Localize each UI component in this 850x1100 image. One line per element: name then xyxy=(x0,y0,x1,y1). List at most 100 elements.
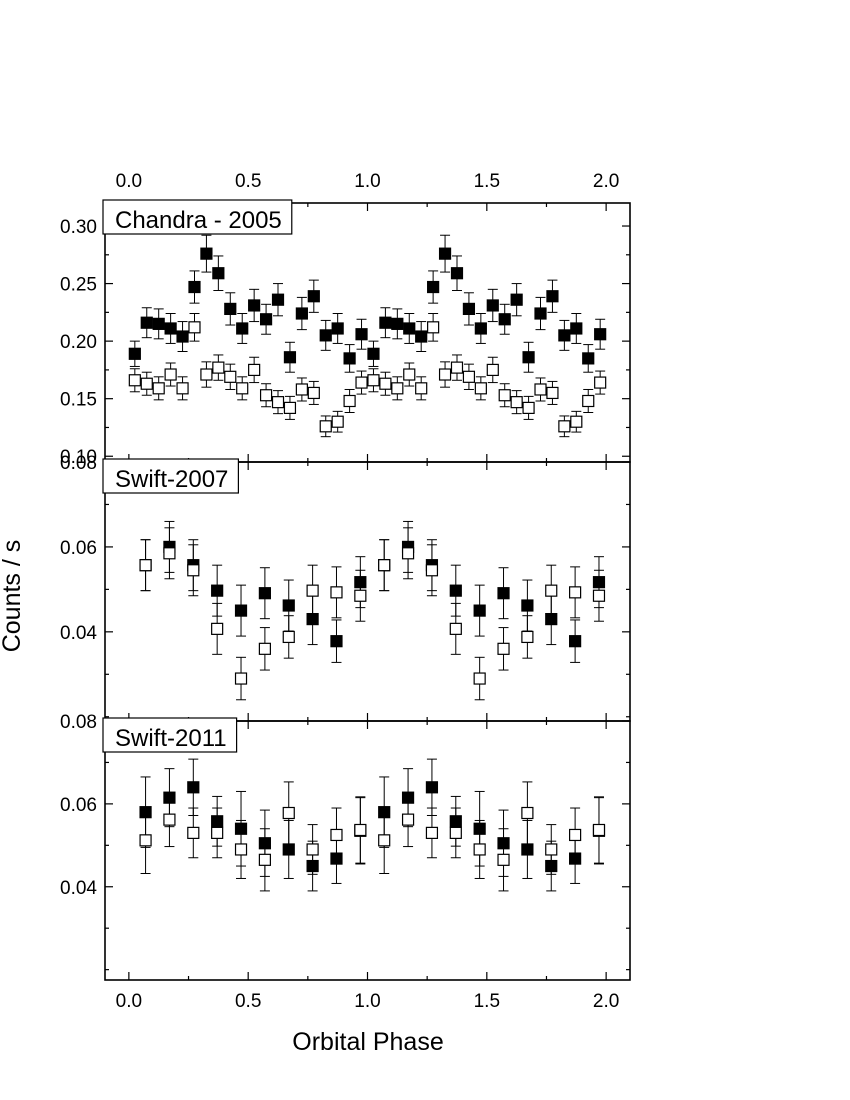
data-point-open xyxy=(354,589,367,602)
data-point-open xyxy=(498,389,511,402)
data-point-open xyxy=(462,370,476,383)
data-point-open xyxy=(188,321,201,334)
data-point-filled xyxy=(425,781,439,794)
panel-label: Chandra - 2005 xyxy=(115,207,282,234)
data-point-filled xyxy=(497,587,510,600)
data-point-open xyxy=(569,828,582,842)
data-point-filled xyxy=(569,635,582,648)
data-point-open xyxy=(401,813,415,826)
data-point-open xyxy=(449,622,462,635)
top-x-tick-label: 2.0 xyxy=(593,171,619,192)
data-point-open xyxy=(569,586,582,599)
data-point-filled xyxy=(355,328,368,341)
data-point-open xyxy=(283,401,297,414)
data-point-open xyxy=(497,642,510,655)
data-point-filled xyxy=(236,322,249,335)
data-point-filled xyxy=(282,843,295,856)
panel-label-box xyxy=(102,199,293,235)
data-point-open xyxy=(367,374,380,387)
data-point-filled xyxy=(343,352,356,365)
data-point-open xyxy=(378,559,391,572)
data-point-filled xyxy=(510,293,523,306)
panel-chandra-2005: 0.10 0.15 0.20 0.25 0.30 Chandra - 2005 xyxy=(60,199,631,468)
data-point-open xyxy=(473,672,486,685)
data-point-open xyxy=(187,564,200,577)
data-point-filled xyxy=(188,280,201,294)
y-tick-label: 0.08 xyxy=(60,712,97,733)
y-tick-label: 0.10 xyxy=(60,447,97,468)
data-point-open xyxy=(163,813,176,826)
data-point-open xyxy=(234,672,248,685)
data-point-open xyxy=(139,834,152,847)
data-point-open xyxy=(140,377,153,390)
data-point-filled xyxy=(534,307,547,320)
data-point-open xyxy=(486,363,499,377)
data-point-filled xyxy=(449,584,462,597)
y-tick-label: 0.30 xyxy=(60,217,97,238)
data-point-filled xyxy=(258,587,271,600)
data-point-filled xyxy=(187,781,200,794)
data-point-filled xyxy=(271,293,285,306)
data-point-open xyxy=(306,843,319,856)
data-point-open xyxy=(211,622,224,635)
data-point-open xyxy=(582,394,595,408)
data-point-open xyxy=(570,415,583,428)
data-point-open xyxy=(128,374,141,387)
data-point-open xyxy=(473,843,486,856)
data-point-open xyxy=(497,853,510,866)
data-point-open xyxy=(391,382,404,395)
data-point-open xyxy=(510,396,523,409)
top-axis-ticks: 0.0 0.5 1.0 1.5 2.0 xyxy=(116,171,620,192)
data-point-open xyxy=(331,415,344,428)
top-x-tick-label: 0.0 xyxy=(116,171,142,192)
data-point-filled xyxy=(176,330,189,343)
data-point-open xyxy=(306,584,319,597)
data-point-open xyxy=(187,826,200,839)
data-point-filled xyxy=(473,604,486,617)
data-point-filled xyxy=(164,322,177,335)
data-point-filled xyxy=(450,267,464,280)
data-point-open xyxy=(592,589,606,602)
y-axis-title: Counts / s xyxy=(0,540,26,653)
data-point-filled xyxy=(152,317,165,330)
data-point-open xyxy=(211,826,224,839)
data-point-open xyxy=(546,386,559,400)
data-point-filled xyxy=(415,330,428,343)
data-point-open xyxy=(425,564,439,577)
x-tick-label: 1.5 xyxy=(474,991,500,1012)
data-point-open xyxy=(307,386,320,400)
data-point-open xyxy=(449,826,462,839)
data-point-filled xyxy=(474,322,487,335)
data-point-filled xyxy=(330,635,343,648)
data-point-open xyxy=(474,382,487,395)
data-point-filled xyxy=(403,322,416,335)
top-x-tick-label: 1.5 xyxy=(474,171,500,192)
data-point-open xyxy=(521,630,534,644)
data-point-open xyxy=(401,547,415,560)
data-point-filled xyxy=(594,328,607,341)
data-point-open xyxy=(236,382,249,395)
data-point-open xyxy=(271,396,285,409)
data-point-open xyxy=(163,547,176,560)
data-point-open xyxy=(282,806,295,820)
data-point-filled xyxy=(283,351,297,364)
data-point-open xyxy=(258,642,271,655)
data-point-open xyxy=(282,630,295,644)
y-tick-label: 0.04 xyxy=(60,878,97,899)
data-point-open xyxy=(176,382,189,395)
panel-swift-2011: 0.04 0.06 0.08 Swift-2011 xyxy=(60,712,631,981)
data-point-filled xyxy=(307,290,320,303)
panel-label-box xyxy=(102,717,238,753)
y-tick-label: 0.08 xyxy=(60,453,97,474)
x-tick-label: 2.0 xyxy=(593,991,619,1012)
data-point-filled xyxy=(570,322,583,335)
panel-swift-2007: 0.04 0.06 0.08 Swift-2007 xyxy=(60,453,631,722)
data-point-filled xyxy=(438,247,452,260)
y-tick-label: 0.25 xyxy=(60,275,97,296)
data-point-open xyxy=(224,370,237,383)
data-point-filled xyxy=(212,267,225,280)
data-point-open xyxy=(139,559,152,572)
data-point-filled xyxy=(248,299,261,312)
data-point-open xyxy=(521,806,534,820)
